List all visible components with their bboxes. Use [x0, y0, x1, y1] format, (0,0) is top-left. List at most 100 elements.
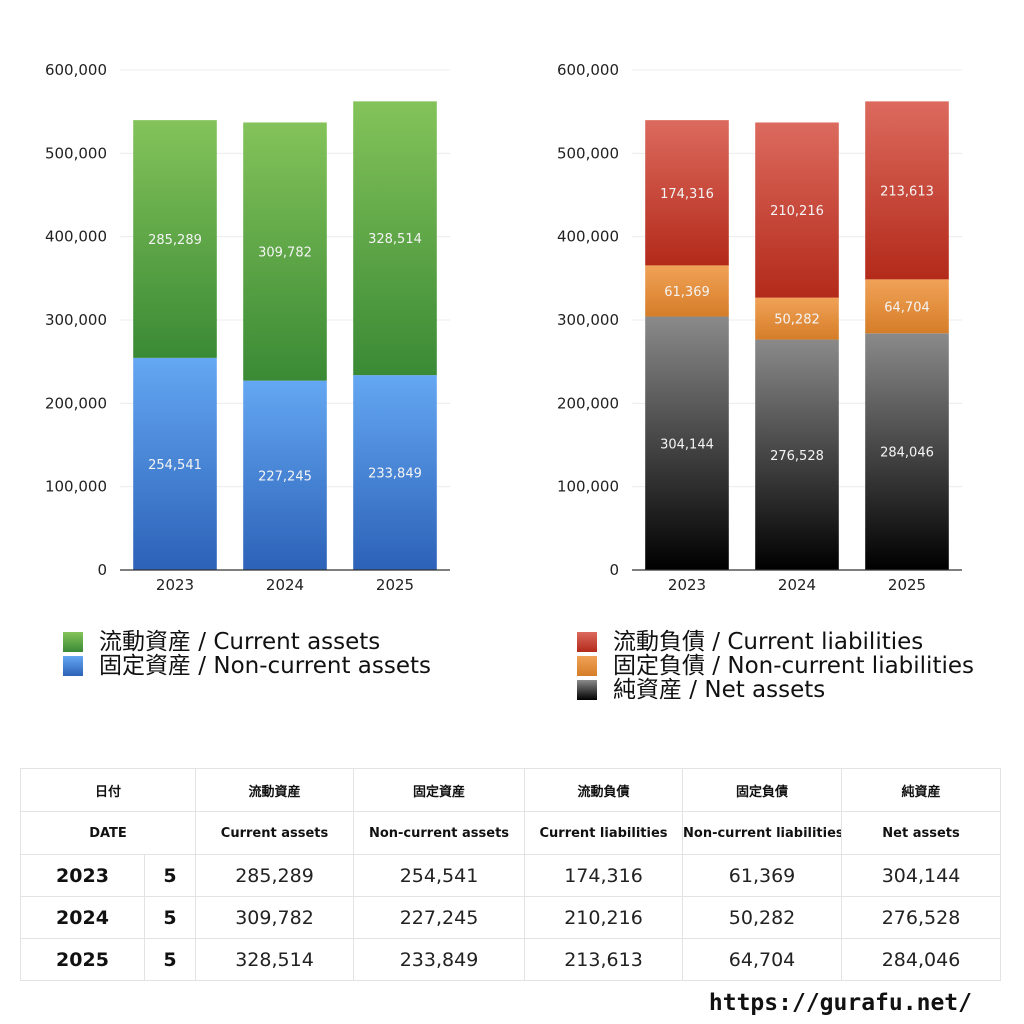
cell-current-assets: 285,289 — [195, 854, 355, 897]
x-tick-label: 2025 — [376, 576, 414, 594]
table-header-row-en: DATE Current assets Non-current assets C… — [19, 811, 1002, 855]
data-label: 64,704 — [884, 300, 930, 315]
x-tick-label: 2024 — [778, 576, 816, 594]
data-label: 276,528 — [770, 449, 824, 464]
x-tick-label: 2024 — [266, 576, 304, 594]
data-label: 61,369 — [664, 285, 710, 300]
header-date-jp: 日付 — [19, 768, 197, 812]
x-tick-label: 2023 — [668, 576, 706, 594]
data-label: 309,782 — [258, 246, 312, 261]
legend-label: 固定資産 / Non-current assets — [99, 653, 432, 679]
legend-item-non-current-assets: 固定資産 / Non-current assets — [63, 654, 431, 678]
y-tick-label: 100,000 — [557, 478, 619, 496]
bar-segment — [133, 357, 217, 570]
cell-net-assets: 284,046 — [841, 938, 1002, 981]
table-row: 2023 5 285,289 254,541 174,316 61,369 30… — [20, 854, 1002, 897]
y-tick-label: 600,000 — [45, 61, 107, 79]
bar-segment — [353, 375, 437, 570]
y-tick-label: 400,000 — [557, 228, 619, 246]
bar-segment — [865, 279, 949, 334]
bar-segment — [353, 101, 437, 376]
data-label: 304,144 — [660, 437, 714, 452]
bar-segment — [243, 380, 327, 570]
cell-non-current-liabilities: 50,282 — [682, 896, 843, 939]
cell-current-liabilities: 174,316 — [524, 854, 684, 897]
y-tick-label: 200,000 — [45, 394, 107, 412]
cell-net-assets: 276,528 — [841, 896, 1002, 939]
legend-label: 固定負債 / Non-current liabilities — [613, 653, 974, 679]
cell-current-assets: 309,782 — [195, 896, 355, 939]
table-row: 2024 5 309,782 227,245 210,216 50,282 27… — [20, 896, 1002, 939]
legend-item-current-liabilities: 流動負債 / Current liabilities — [577, 630, 974, 654]
liabilities-legend: 流動負債 / Current liabilities 固定負債 / Non-cu… — [577, 630, 974, 702]
header-non-current-assets-jp: 固定資産 — [353, 768, 526, 812]
cell-current-assets: 328,514 — [195, 938, 355, 981]
cell-count: 5 — [143, 854, 197, 897]
data-label: 285,289 — [148, 233, 202, 248]
data-label: 213,613 — [880, 184, 934, 199]
legend-label: 流動資産 / Current assets — [99, 629, 381, 655]
cell-non-current-assets: 254,541 — [353, 854, 526, 897]
bar-segment — [243, 122, 327, 381]
data-label: 210,216 — [770, 204, 824, 219]
cell-non-current-assets: 233,849 — [353, 938, 526, 981]
header-current-liabilities-jp: 流動負債 — [524, 768, 684, 812]
data-label: 284,046 — [880, 446, 934, 461]
legend-swatch — [577, 632, 597, 652]
financial-data-table: 日付 流動資産 固定資産 流動負債 固定負債 純資産 DATE Current … — [19, 768, 1002, 981]
table-row: 2025 5 328,514 233,849 213,613 64,704 28… — [20, 938, 1002, 981]
cell-net-assets: 304,144 — [841, 854, 1002, 897]
header-non-current-liabilities-en: Non-current liabilities — [682, 811, 843, 855]
bar-segment — [755, 122, 839, 298]
x-tick-label: 2023 — [156, 576, 194, 594]
y-tick-label: 200,000 — [557, 394, 619, 412]
data-label: 254,541 — [148, 458, 202, 473]
x-tick-label: 2025 — [888, 576, 926, 594]
bar-segment — [865, 101, 949, 280]
header-net-assets-jp: 純資産 — [841, 768, 1002, 812]
y-tick-label: 0 — [97, 561, 107, 579]
liabilities-chart: 0 100,000 200,000 300,000 400,000 500,000 600,… — [557, 61, 962, 594]
legend-swatch — [577, 656, 597, 676]
cell-current-liabilities: 210,216 — [524, 896, 684, 939]
bar-segment — [645, 316, 729, 570]
header-non-current-liabilities-jp: 固定負債 — [682, 768, 843, 812]
bar-segment — [645, 120, 729, 266]
legend-swatch — [63, 656, 83, 676]
bar-segment — [645, 265, 729, 317]
site-url[interactable]: https://gurafu.net/ — [708, 990, 972, 1016]
cell-year: 2024 — [20, 896, 145, 939]
cell-year: 2025 — [20, 938, 145, 981]
data-label: 227,245 — [258, 469, 312, 484]
data-label: 174,316 — [660, 187, 714, 202]
cell-non-current-assets: 227,245 — [353, 896, 526, 939]
header-current-liabilities-en: Current liabilities — [524, 811, 684, 855]
y-tick-label: 0 — [609, 561, 619, 579]
y-tick-label: 400,000 — [45, 228, 107, 246]
cell-current-liabilities: 213,613 — [524, 938, 684, 981]
cell-count: 5 — [143, 938, 197, 981]
data-label: 328,514 — [368, 232, 422, 247]
cell-count: 5 — [143, 896, 197, 939]
y-tick-label: 500,000 — [557, 144, 619, 162]
legend-label: 純資産 / Net assets — [613, 677, 826, 703]
legend-item-non-current-liabilities: 固定負債 / Non-current liabilities — [577, 654, 974, 678]
header-net-assets-en: Net assets — [841, 811, 1002, 855]
legend-swatch — [577, 680, 597, 700]
header-date-en: DATE — [19, 811, 197, 855]
data-label: 50,282 — [774, 313, 820, 328]
legend-swatch — [63, 632, 83, 652]
header-current-assets-en: Current assets — [195, 811, 355, 855]
cell-non-current-liabilities: 64,704 — [682, 938, 843, 981]
assets-chart: 0 100,000 200,000 300,000 400,000 500,000 600,… — [45, 61, 450, 594]
bar-segment — [133, 120, 217, 358]
cell-year: 2023 — [20, 854, 145, 897]
legend-item-net-assets: 純資産 / Net assets — [577, 678, 974, 702]
y-tick-label: 300,000 — [557, 311, 619, 329]
cell-non-current-liabilities: 61,369 — [682, 854, 843, 897]
bar-segment — [755, 297, 839, 340]
legend-item-current-assets: 流動資産 / Current assets — [63, 630, 431, 654]
bar-segment — [755, 339, 839, 570]
bar-segment — [865, 333, 949, 570]
legend-label: 流動負債 / Current liabilities — [613, 629, 924, 655]
